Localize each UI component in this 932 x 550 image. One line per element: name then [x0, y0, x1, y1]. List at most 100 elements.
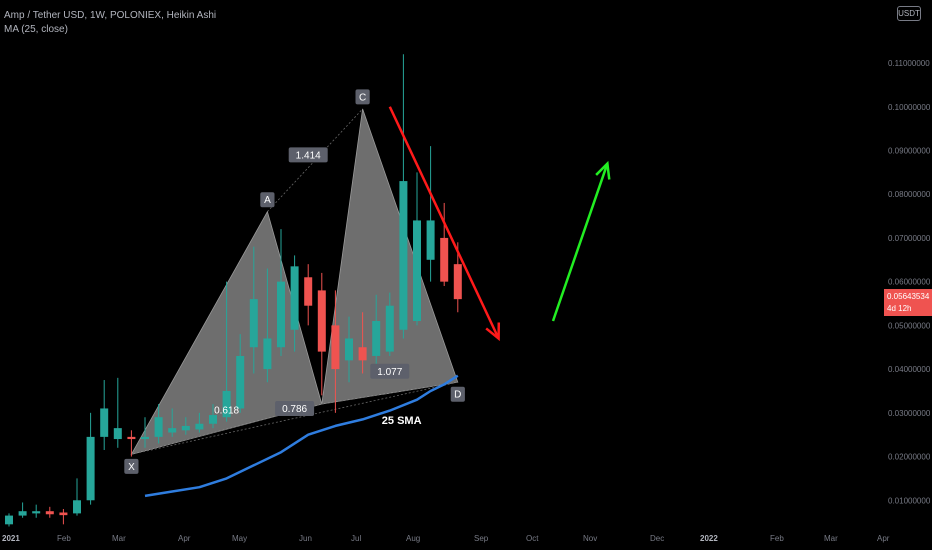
last-price-tag: 0.05643534 4d 12h [884, 289, 932, 316]
ratio-label-text: 1.077 [377, 367, 402, 378]
candle-body [236, 355, 245, 409]
candle [59, 509, 68, 525]
point-label-a: A [260, 192, 275, 208]
y-tick-label: 0.08000000 [888, 190, 931, 199]
ratio-label: 0.786 [275, 400, 315, 416]
point-label-c-box [355, 89, 370, 105]
point-label-c-text: C [359, 92, 366, 103]
bar-countdown: 4d 12h [887, 304, 912, 313]
candle [440, 202, 449, 287]
candles-series [5, 54, 462, 527]
arrow-drawings[interactable] [388, 106, 611, 342]
point-label-x-text: X [128, 462, 135, 473]
point-label-x: X [124, 458, 139, 474]
y-tick-label: 0.09000000 [888, 146, 931, 155]
x-tick-label: Mar [824, 534, 838, 543]
point-label-a-text: A [264, 195, 271, 206]
candle [385, 292, 394, 356]
y-tick-label: 0.11000000 [888, 59, 930, 68]
candle-body [331, 325, 340, 370]
harmonic-triangle-bcd [321, 108, 459, 405]
candle-body [399, 181, 408, 330]
candle [317, 272, 326, 396]
x-tick-label: Apr [178, 534, 191, 543]
candle-body [372, 321, 381, 356]
candle [304, 264, 313, 326]
candle [141, 417, 149, 448]
ratio-label-box [275, 400, 315, 416]
candle [331, 290, 340, 413]
y-tick-label: 0.01000000 [888, 496, 931, 505]
candle [372, 294, 381, 365]
candle-body [317, 290, 326, 352]
candle-body [440, 237, 449, 282]
sma25-line [144, 374, 459, 498]
ratio-label-box [370, 363, 410, 379]
candle [222, 281, 231, 422]
candle [45, 506, 54, 518]
point-label-d-text: D [454, 390, 461, 401]
candle [127, 430, 136, 457]
candle-body [86, 436, 95, 501]
x-tick-label: Feb [57, 534, 71, 543]
y-tick-label: 0.07000000 [888, 234, 931, 243]
ratio-label: 0.618 [214, 406, 239, 417]
candle [413, 172, 421, 326]
y-tick-label: 0.05000000 [888, 321, 931, 330]
point-label-c: C [355, 89, 370, 105]
ratio-label-text: 0.786 [282, 404, 307, 415]
candle-body [209, 415, 217, 424]
candle-body [18, 511, 27, 516]
candle [154, 404, 163, 444]
arrow-down [388, 106, 501, 342]
ratio-label: 1.077 [370, 363, 410, 379]
candle-body [426, 220, 435, 260]
candle [290, 255, 299, 352]
x-tick-label: Apr [877, 534, 890, 543]
x-tick-label: Jul [351, 534, 361, 543]
candle-body [413, 220, 421, 322]
candle [181, 417, 190, 435]
ratio-label-text: 1.414 [296, 150, 321, 161]
x-tick-label: Jun [299, 534, 312, 543]
x-tick-label: 2021 [2, 534, 20, 543]
x-tick-label: Sep [474, 534, 489, 543]
ratio-label: 1.414 [288, 147, 328, 163]
candle-body [100, 408, 109, 437]
arrow-up [551, 160, 611, 322]
indicator-title: MA (25, close) [4, 24, 68, 35]
x-tick-label: Dec [650, 534, 664, 543]
candle [209, 404, 217, 429]
y-tick-label: 0.04000000 [888, 365, 931, 374]
candle [277, 229, 285, 356]
chart-legend: Amp / Tether USD, 1W, POLONIEX, Heikin A… [4, 9, 216, 37]
x-tick-label: Oct [526, 534, 539, 543]
y-tick-label: 0.10000000 [888, 103, 931, 112]
candle-body [154, 417, 163, 437]
candle [358, 312, 367, 374]
axes: 0.01000000 0.02000000 0.03000000 0.04000000… [2, 59, 931, 543]
x-tick-label: May [232, 534, 247, 543]
candle [263, 268, 272, 383]
candle [168, 408, 177, 437]
arrow-shaft [551, 163, 609, 322]
candle [249, 246, 258, 374]
candle-body [345, 338, 353, 361]
pattern-labels: X A C D 1.414 0.786 1.077 0.618 25 SMA [124, 89, 465, 474]
x-tick-label: 2022 [700, 534, 718, 543]
candle-body [453, 264, 462, 300]
y-tick-label: 0.02000000 [888, 453, 931, 462]
candle-body [5, 515, 13, 525]
candle-body [290, 266, 299, 330]
harmonic-bd-line [321, 381, 458, 405]
y-tick-label: 0.06000000 [888, 278, 931, 287]
candle-body [277, 281, 285, 348]
point-label-a-box [260, 192, 275, 208]
candle [73, 478, 81, 516]
currency-badge[interactable]: USDT [897, 6, 921, 21]
candle-body [222, 390, 231, 418]
candle-body [73, 500, 81, 514]
point-label-d-box [450, 386, 465, 402]
candle [18, 502, 27, 518]
